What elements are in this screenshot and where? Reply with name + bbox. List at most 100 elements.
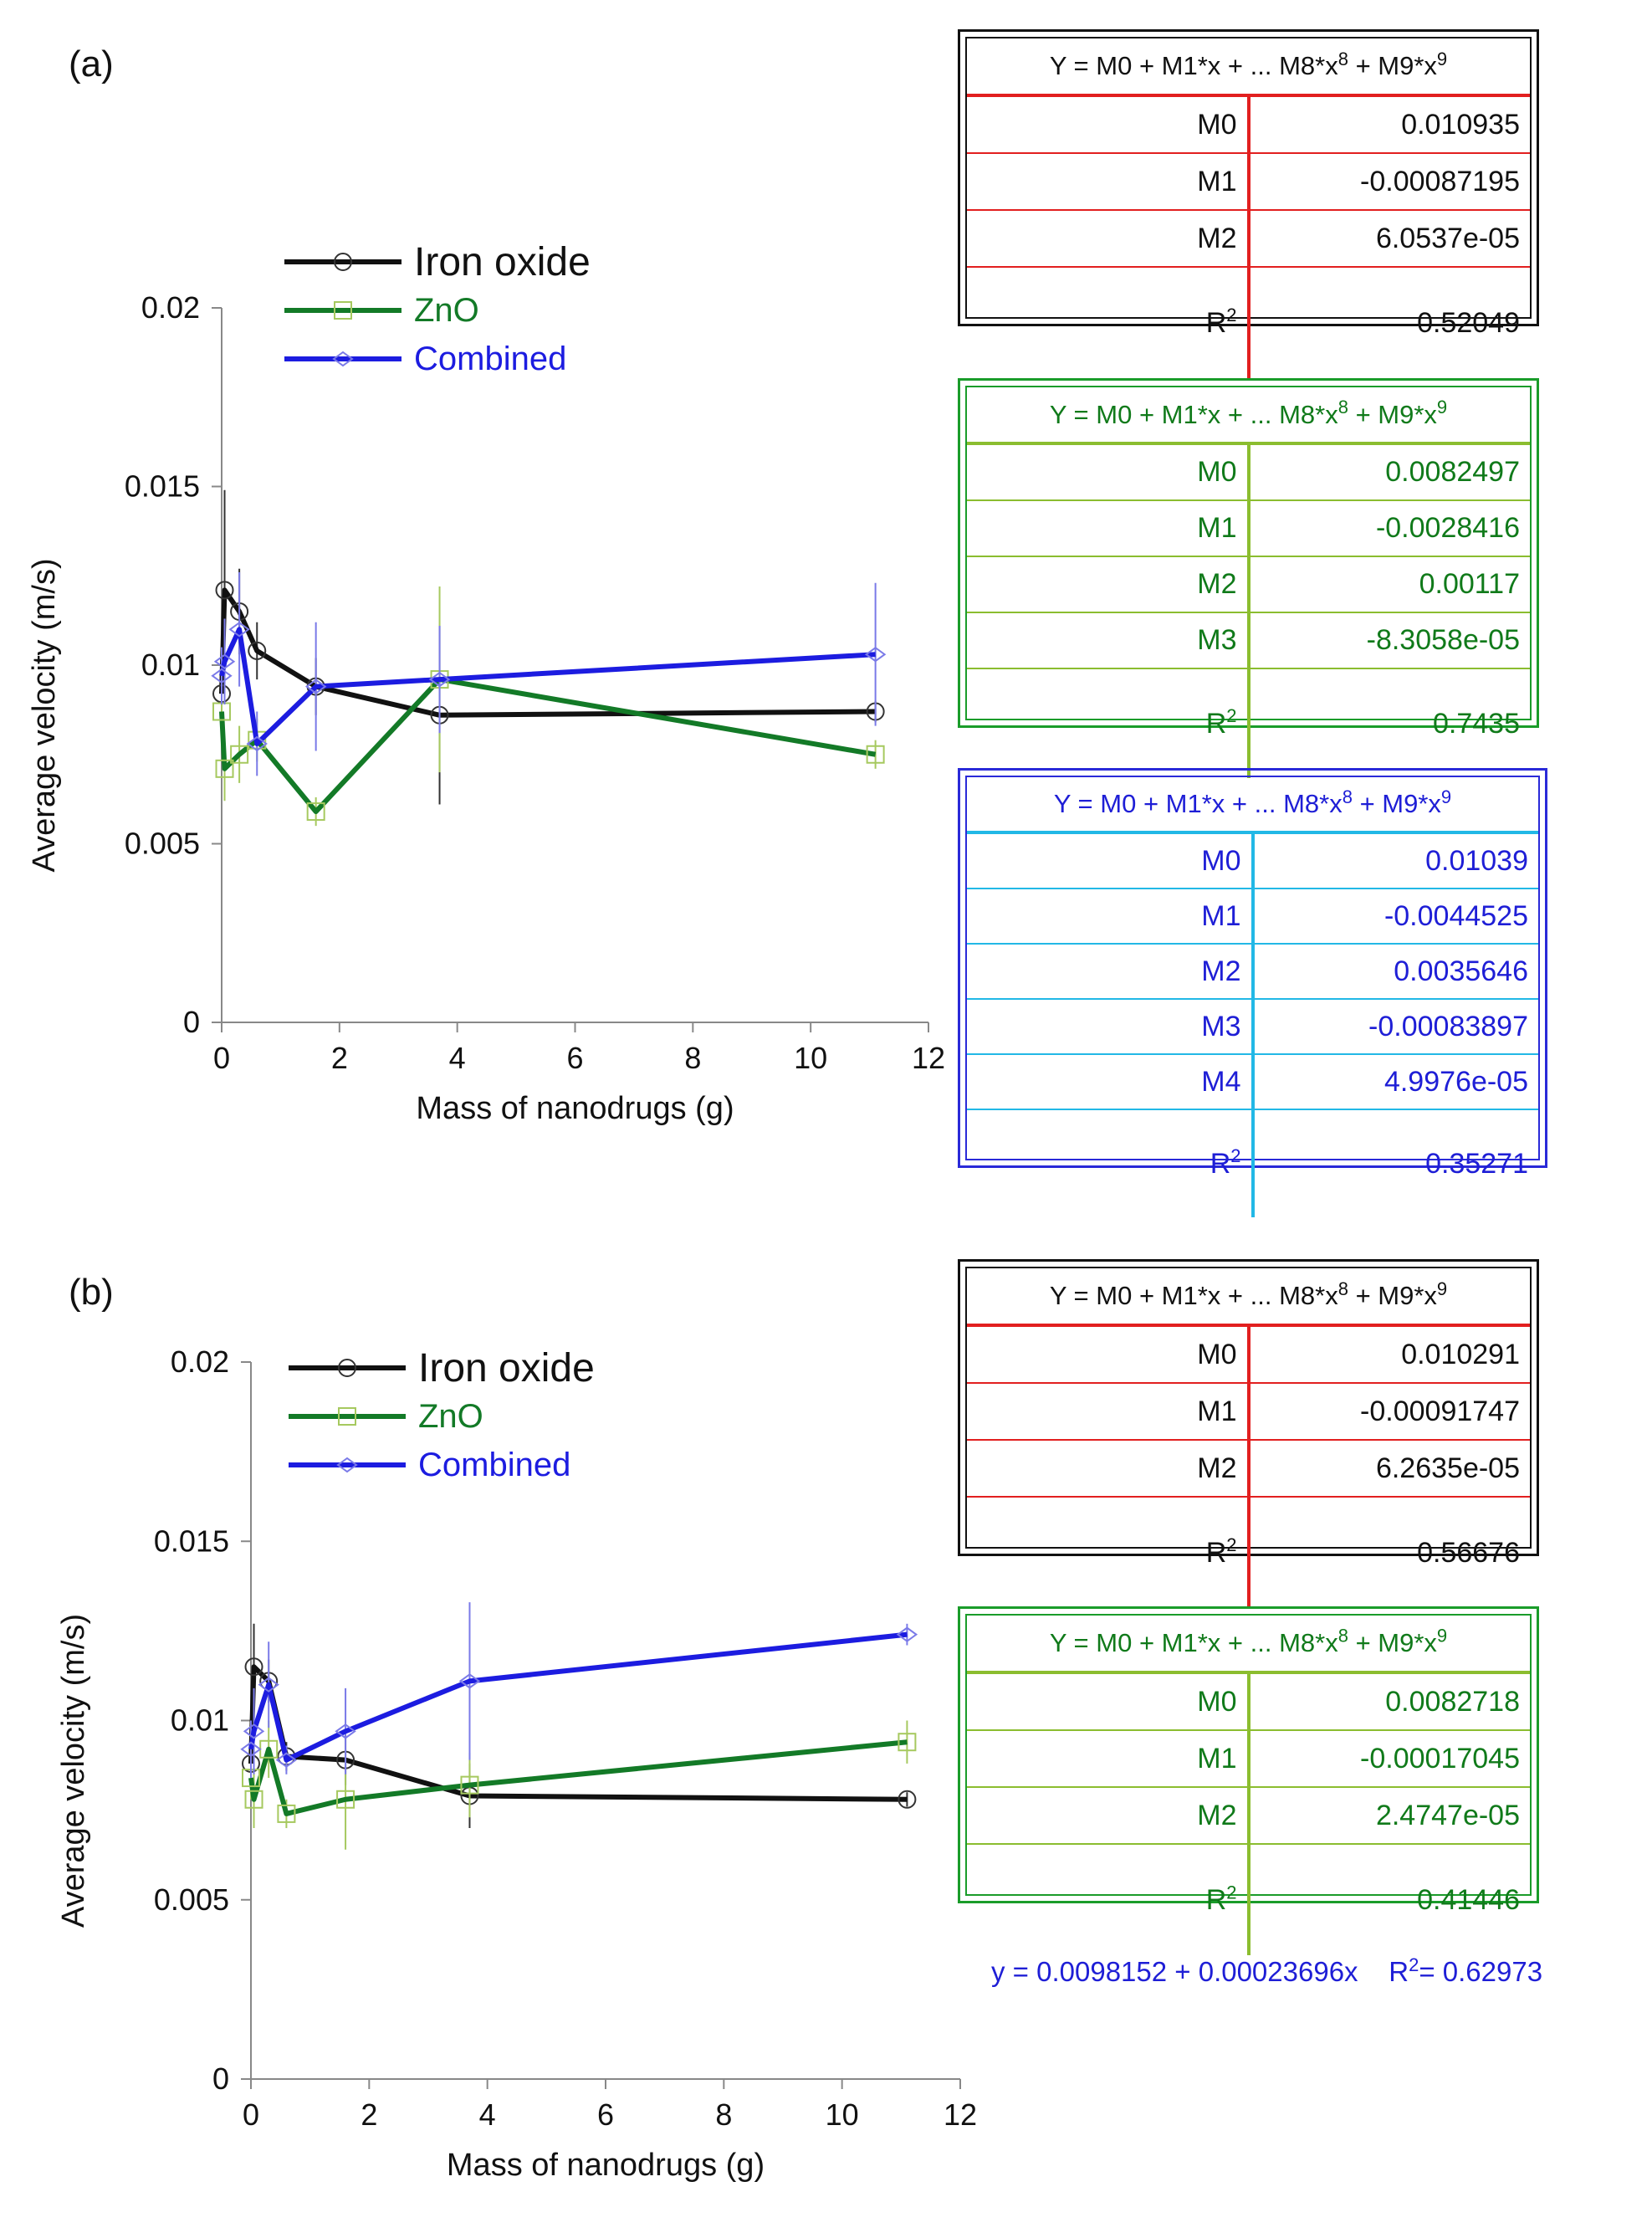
x-tick-label: 0 [243, 2097, 259, 2132]
coefficient-value: -0.00087195 [1248, 153, 1530, 211]
linear-fit-eq: y = 0.0098152 + 0.00023696x [991, 1956, 1358, 1987]
x-tick-label: 6 [566, 1041, 583, 1075]
iron-data-point [215, 581, 234, 600]
y-axis-label: Average velocity (m/s) [27, 558, 62, 872]
fit-header-fit-header-exp9: 9 [1436, 1278, 1448, 1299]
panel-b-label: (b) [69, 1272, 114, 1313]
fit-header-fit-header-mid: + M9*x [1352, 789, 1441, 818]
coefficient-name: M2 [967, 1787, 1251, 1845]
fit-header-fit-header-mid: + M9*x [1348, 1628, 1437, 1657]
zno-legend-label: ZnO [418, 1398, 483, 1435]
r2-letter: R [1205, 306, 1227, 339]
iron-legend-label: Iron oxide [414, 240, 591, 284]
combined-data-point [458, 1673, 481, 1689]
fit-r2-row: R2 0.41446 [967, 1844, 1530, 1955]
fit-header-fit-header-exp8: 8 [1342, 786, 1353, 807]
x-tick-label: 2 [331, 1041, 348, 1075]
r2-value: 0.52049 [1417, 306, 1520, 339]
iron-legend-label: Iron oxide [418, 1346, 595, 1390]
combined-data-point [428, 671, 451, 688]
coefficient-name: M1 [967, 153, 1251, 211]
zno-data-point [866, 745, 885, 764]
x-tick-label: 12 [944, 2097, 977, 2132]
combined-data-point [335, 1723, 356, 1739]
fit-table-header-row: Y = M0 + M1*x + ... M8*x8 + M9*x9 [967, 1616, 1530, 1674]
r2-exponent: 2 [1226, 705, 1237, 727]
r2-letter: R [1210, 1147, 1231, 1180]
coefficient-value: -0.00083897 [1252, 999, 1538, 1055]
fit-coefficient-row: M1 -0.0028416 [967, 500, 1530, 557]
coefficient-name: M1 [967, 1383, 1251, 1441]
coefficient-name: M0 [967, 832, 1255, 889]
fit-coefficient-row: M2 0.00117 [967, 556, 1530, 613]
x-tick-label: 10 [826, 2097, 859, 2132]
coefficient-name: M1 [967, 889, 1255, 945]
fit-equation-header: Y = M0 + M1*x + ... M8*x8 + M9*x9 [967, 38, 1530, 97]
iron-data-point [898, 1790, 917, 1809]
fit-coefficient-row: M1 -0.00091747 [967, 1383, 1530, 1441]
x-tick-label: 10 [794, 1041, 827, 1075]
zno-data-point [898, 1733, 917, 1752]
fit-table-header-row: Y = M0 + M1*x + ... M8*x8 + M9*x9 [967, 777, 1538, 834]
r2-label: R2 [967, 1109, 1255, 1217]
fit-header-fit-header-exp8: 8 [1337, 48, 1348, 69]
fit-table-b-iron-oxide: Y = M0 + M1*x + ... M8*x8 + M9*x9 M0 0.010… [958, 1259, 1539, 1608]
zno-series-line [248, 1739, 908, 1816]
fit-coefficient-row: M0 0.01039 [967, 832, 1538, 889]
zno-data-point [244, 1790, 263, 1809]
coefficient-value: 6.0537e-05 [1248, 210, 1530, 268]
combined-data-point [896, 1626, 918, 1642]
zno-legend-marker [334, 301, 352, 320]
y-tick-label: 0 [212, 2061, 229, 2096]
r2-label: R2 [967, 267, 1251, 378]
fit-r2-row: R2 0.52049 [967, 267, 1530, 378]
fit-table-a-zno: Y = M0 + M1*x + ... M8*x8 + M9*x9 M0 0.008… [958, 378, 1539, 778]
coefficient-name: M4 [967, 1054, 1255, 1110]
fit-header-fit-header-mid: + M9*x [1348, 51, 1437, 80]
x-axis-label: Mass of nanodrugs (g) [447, 2148, 765, 2183]
combined-legend-label: Combined [414, 341, 566, 377]
fit-equation-header: Y = M0 + M1*x + ... M8*x8 + M9*x9 [967, 777, 1538, 834]
fit-table-a-combined: Y = M0 + M1*x + ... M8*x8 + M9*x9 M0 0.010… [958, 768, 1547, 1217]
x-tick-label: 8 [684, 1041, 701, 1075]
combined-legend-label: Combined [418, 1447, 570, 1483]
fit-r2-row: R2 0.35271 [967, 1109, 1538, 1217]
r2-value: 0.35271 [1425, 1147, 1528, 1180]
fit-table-header-row: Y = M0 + M1*x + ... M8*x8 + M9*x9 [967, 38, 1530, 97]
coefficient-value: 0.010935 [1248, 95, 1530, 154]
fit-coefficient-row: M1 -0.00017045 [967, 1730, 1530, 1788]
fit-coefficient-row: M0 0.0082497 [967, 443, 1530, 501]
combined-data-point [258, 1677, 279, 1693]
fit-coefficient-row: M3 -0.00083897 [967, 999, 1538, 1055]
r2-label: R2 [967, 668, 1251, 778]
r2-exponent: 2 [1226, 1534, 1237, 1556]
y-axis-label: Average velocity (m/s) [56, 1614, 91, 1928]
coefficient-value: 0.0082497 [1248, 443, 1530, 501]
fit-header-fit-header: Y = M0 + M1*x + ... M8*x [1049, 1281, 1338, 1310]
y-tick-label: 0.005 [125, 827, 200, 861]
zno-data-point [306, 802, 325, 822]
y-tick-label: 0.005 [154, 1882, 229, 1917]
combined-data-point [275, 1752, 298, 1768]
x-tick-label: 12 [912, 1041, 945, 1075]
linear-fit-r: R [1389, 1956, 1409, 1987]
fit-header-fit-header-exp9: 9 [1436, 1625, 1448, 1646]
fit-coefficient-row: M0 0.0082718 [967, 1672, 1530, 1731]
zno-data-point [277, 1804, 296, 1823]
fit-header-fit-header-exp8: 8 [1337, 397, 1348, 418]
linear-fit-r-exp: 2 [1409, 1954, 1419, 1975]
y-tick-label: 0.01 [141, 648, 200, 682]
fit-coefficient-row: M1 -0.00087195 [967, 153, 1530, 211]
fit-equation-header: Y = M0 + M1*x + ... M8*x8 + M9*x9 [967, 1616, 1530, 1674]
coefficient-value: 0.00117 [1248, 556, 1530, 613]
fit-coefficient-row: M0 0.010291 [967, 1325, 1530, 1384]
combined-data-point [864, 646, 887, 663]
combined-data-point [246, 735, 268, 752]
coefficient-name: M2 [967, 210, 1251, 268]
combined-data-point [243, 1723, 265, 1739]
r2-exponent: 2 [1226, 305, 1237, 326]
r2-value: 0.41446 [1417, 1883, 1520, 1916]
zno-legend-marker [338, 1407, 356, 1426]
r2-label: R2 [967, 1497, 1251, 1608]
x-tick-label: 8 [715, 2097, 732, 2132]
